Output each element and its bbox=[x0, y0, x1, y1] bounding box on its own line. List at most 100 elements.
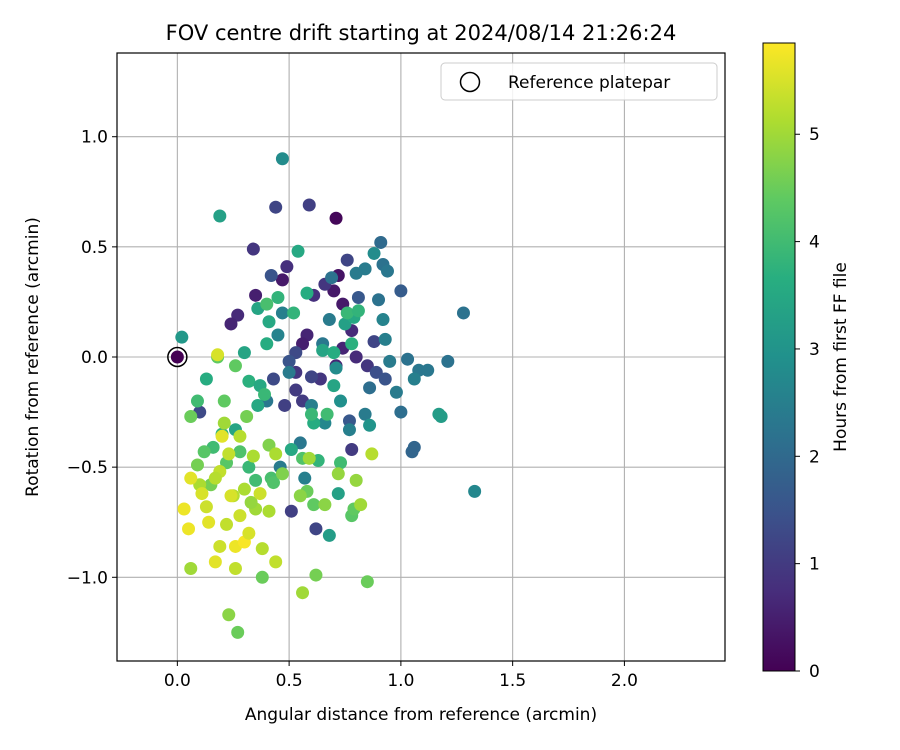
data-point bbox=[215, 429, 229, 443]
chart-title: FOV centre drift starting at 2024/08/14 … bbox=[166, 21, 677, 45]
data-point bbox=[383, 354, 397, 368]
data-point bbox=[224, 317, 238, 331]
data-point bbox=[244, 495, 258, 509]
data-point bbox=[358, 407, 372, 421]
data-point bbox=[217, 416, 231, 430]
data-point bbox=[222, 447, 236, 461]
data-point bbox=[262, 315, 276, 329]
data-point bbox=[363, 381, 377, 395]
data-point bbox=[275, 306, 289, 320]
data-point bbox=[309, 522, 323, 536]
data-point bbox=[287, 306, 301, 320]
data-point bbox=[327, 284, 341, 298]
data-point bbox=[220, 517, 234, 531]
legend-box bbox=[440, 62, 718, 101]
data-point bbox=[316, 343, 330, 357]
data-point bbox=[275, 273, 289, 287]
data-point bbox=[360, 575, 374, 589]
data-point bbox=[322, 528, 336, 542]
data-point bbox=[228, 561, 242, 575]
colorbar-tick-label: 3 bbox=[809, 340, 820, 360]
data-point bbox=[251, 398, 265, 412]
data-point bbox=[233, 445, 247, 459]
x-tick-label: 0.0 bbox=[164, 671, 191, 691]
data-point bbox=[309, 568, 323, 582]
data-point bbox=[322, 313, 336, 327]
data-point bbox=[184, 561, 198, 575]
legend: Reference platepar bbox=[440, 62, 718, 101]
data-point bbox=[407, 372, 421, 386]
data-point bbox=[293, 436, 307, 450]
reference-point bbox=[170, 350, 184, 364]
data-point bbox=[434, 409, 448, 423]
data-point bbox=[369, 365, 383, 379]
data-point bbox=[365, 447, 379, 461]
data-point bbox=[282, 354, 296, 368]
data-point bbox=[264, 268, 278, 282]
data-point bbox=[468, 484, 482, 498]
y-axis-ticks: −1.0 −0.5 0.0 0.5 1.0 bbox=[67, 128, 117, 588]
data-point bbox=[340, 306, 354, 320]
data-point bbox=[307, 498, 321, 512]
data-point bbox=[334, 394, 348, 408]
data-point bbox=[249, 288, 263, 302]
data-points bbox=[175, 152, 482, 639]
x-axis-label: Angular distance from reference (arcmin) bbox=[245, 705, 597, 725]
data-point bbox=[378, 332, 392, 346]
data-point bbox=[284, 443, 298, 457]
data-point bbox=[266, 476, 280, 490]
data-point bbox=[354, 498, 368, 512]
data-point bbox=[441, 354, 455, 368]
legend-reference-marker bbox=[459, 71, 481, 93]
data-point bbox=[208, 555, 222, 569]
data-point bbox=[349, 473, 363, 487]
data-point bbox=[255, 570, 269, 584]
data-point bbox=[378, 372, 392, 386]
data-point bbox=[372, 293, 386, 307]
data-point bbox=[266, 372, 280, 386]
data-point bbox=[202, 515, 216, 529]
data-point bbox=[262, 504, 276, 518]
data-point bbox=[224, 489, 238, 503]
data-point bbox=[345, 443, 359, 457]
data-point bbox=[242, 460, 256, 474]
data-point bbox=[233, 509, 247, 523]
colorbar-tick-label: 2 bbox=[809, 447, 820, 467]
data-point bbox=[401, 352, 415, 366]
data-point bbox=[325, 271, 339, 285]
data-point bbox=[331, 467, 345, 481]
data-point bbox=[255, 542, 269, 556]
colorbar: 0 1 2 3 4 5 Hours from first FF file bbox=[762, 42, 851, 682]
data-point bbox=[367, 246, 381, 260]
y-tick-label: 1.0 bbox=[81, 128, 108, 148]
data-point bbox=[345, 337, 359, 351]
data-point bbox=[304, 370, 318, 384]
data-point bbox=[237, 482, 251, 496]
data-point bbox=[302, 198, 316, 212]
data-point bbox=[376, 313, 390, 327]
data-point bbox=[291, 244, 305, 258]
data-point bbox=[217, 394, 231, 408]
data-point bbox=[331, 487, 345, 501]
legend-label: Reference platepar bbox=[508, 73, 670, 93]
data-point bbox=[269, 200, 283, 214]
data-point bbox=[253, 487, 267, 501]
data-point bbox=[280, 260, 294, 274]
data-point bbox=[302, 451, 316, 465]
data-point bbox=[242, 374, 256, 388]
data-point bbox=[278, 398, 292, 412]
data-point bbox=[246, 449, 260, 463]
data-point bbox=[284, 504, 298, 518]
data-point bbox=[177, 502, 191, 516]
data-point bbox=[296, 337, 310, 351]
y-tick-label: 0.5 bbox=[81, 238, 108, 258]
data-point bbox=[360, 359, 374, 373]
data-point bbox=[242, 526, 256, 540]
data-point bbox=[327, 379, 341, 393]
data-point bbox=[394, 405, 408, 419]
data-point bbox=[237, 346, 251, 360]
y-axis-label: Rotation from reference (arcmin) bbox=[23, 217, 43, 497]
data-point bbox=[269, 447, 283, 461]
colorbar-tick-label: 1 bbox=[809, 555, 820, 575]
reference-marker bbox=[167, 346, 188, 368]
